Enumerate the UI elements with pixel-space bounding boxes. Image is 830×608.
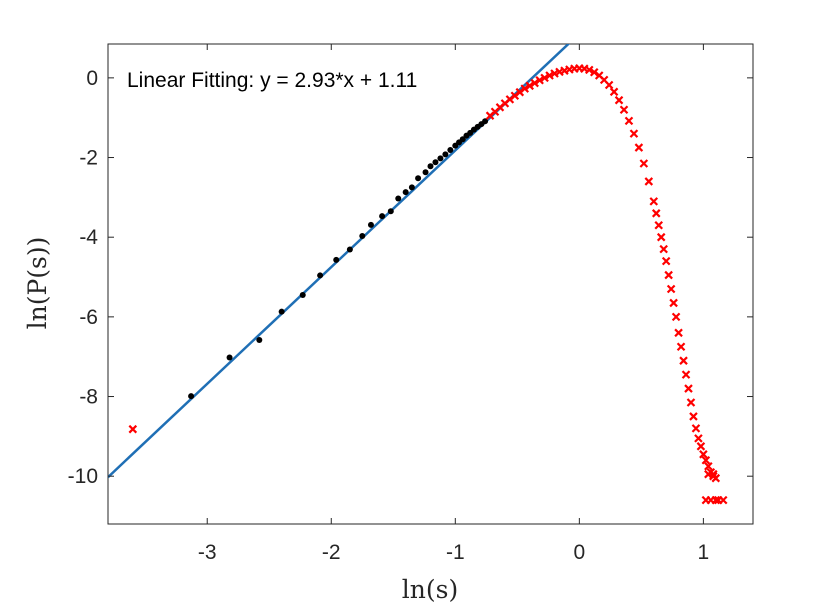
data-point-cross (540, 73, 549, 83)
data-point-cross (681, 370, 691, 379)
plot-box (107, 43, 754, 525)
data-point-cross (718, 495, 728, 505)
data-point-dot (437, 155, 444, 162)
x-tick-label: 1 (698, 541, 710, 564)
y-tick-label: -2 (79, 147, 98, 170)
data-point-cross (686, 398, 696, 407)
data-point-cross (589, 68, 599, 77)
data-point-cross (656, 232, 666, 242)
data-point-cross (545, 71, 554, 80)
data-point-cross (661, 256, 671, 266)
data-point-dot (395, 195, 402, 202)
data-point-dot (459, 136, 466, 143)
data-point-cross (128, 424, 138, 434)
data-point-dot (427, 163, 434, 170)
data-point-dot (367, 221, 374, 228)
data-point-cross (694, 434, 703, 443)
data-point-dot (317, 272, 324, 279)
data-points-layer (128, 64, 728, 505)
y-tick-label: 0 (86, 67, 98, 90)
data-point-cross (649, 197, 659, 206)
data-point-cross (679, 356, 688, 365)
data-point-cross (609, 87, 619, 97)
data-point-dot (379, 213, 386, 220)
y-axis-label: ln(P(s)) (23, 237, 52, 330)
ticks-layer: -3 -2 -1 0 10-2-4-6-8-10 (68, 44, 753, 564)
data-point-dot (422, 169, 429, 176)
data-point-cross (699, 450, 708, 459)
data-point-dot (402, 189, 409, 196)
data-point-cross (520, 84, 530, 93)
data-point-cross (674, 328, 683, 338)
data-point-dot (408, 184, 415, 191)
data-point-cross (654, 220, 664, 230)
data-point-dot (188, 393, 195, 400)
x-tick-label: -2 (322, 541, 341, 564)
data-point-cross (671, 312, 681, 322)
y-tick-label: -4 (79, 226, 98, 249)
data-point-cross (659, 244, 668, 254)
data-point-dot (482, 118, 489, 125)
data-point-cross (525, 81, 535, 91)
data-point-cross (530, 78, 539, 88)
data-point-cross (624, 116, 634, 126)
x-tick-label: 0 (574, 541, 586, 564)
data-point-dot (256, 336, 263, 343)
data-point-dot (299, 291, 306, 298)
x-axis-label: ln(s) (402, 575, 458, 604)
data-point-cross (614, 95, 624, 105)
x-tick-label: -3 (198, 541, 217, 564)
data-point-dot (415, 175, 422, 182)
data-point-cross (639, 159, 649, 168)
data-point-dot (387, 208, 394, 215)
data-point-cross (689, 412, 698, 421)
data-point-cross (701, 455, 711, 465)
data-point-cross (709, 469, 718, 479)
data-point-cross (691, 424, 701, 433)
y-tick-label: -8 (79, 386, 98, 409)
data-point-dot (447, 146, 454, 153)
data-point-cross (584, 65, 594, 75)
data-point-cross (535, 75, 544, 85)
data-point-cross (619, 105, 629, 115)
data-point-cross (669, 298, 678, 308)
data-point-cross (711, 495, 721, 505)
data-point-cross (629, 129, 639, 138)
y-tick-label: -10 (68, 465, 98, 488)
fit-annotation: Linear Fitting: y = 2.93*x + 1.11 (127, 69, 417, 92)
data-point-cross (644, 177, 654, 186)
axes-frame (107, 43, 754, 525)
data-point-dot (333, 256, 340, 263)
data-point-cross (666, 284, 676, 294)
data-point-cross (664, 270, 673, 280)
data-point-dot (442, 151, 449, 158)
data-point-dot (278, 308, 285, 315)
fit-line (108, 44, 571, 479)
y-tick-label: -6 (79, 306, 98, 329)
data-point-dot (432, 159, 439, 166)
data-point-cross (684, 384, 693, 393)
data-point-dot (359, 233, 366, 239)
fit-line-layer (108, 44, 571, 479)
data-point-dot (346, 246, 353, 253)
data-point-cross (696, 442, 706, 451)
data-point-cross (676, 342, 686, 352)
x-tick-label: -1 (446, 541, 465, 564)
data-point-cross (651, 209, 661, 218)
data-point-cross (704, 461, 713, 471)
data-point-cross (634, 143, 644, 152)
data-point-cross (604, 80, 614, 90)
data-point-dot (226, 354, 233, 361)
